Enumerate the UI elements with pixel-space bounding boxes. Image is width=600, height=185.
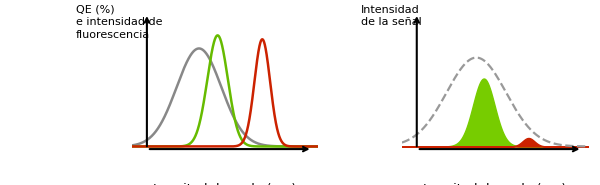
Text: Longitud de onda (nm): Longitud de onda (nm) [154,183,296,185]
Text: Longitud de onda (nm): Longitud de onda (nm) [424,183,566,185]
Text: QE (%)
e intensidad de
fluorescencia: QE (%) e intensidad de fluorescencia [76,5,163,40]
Text: Intensidad
de la señal: Intensidad de la señal [361,5,422,27]
